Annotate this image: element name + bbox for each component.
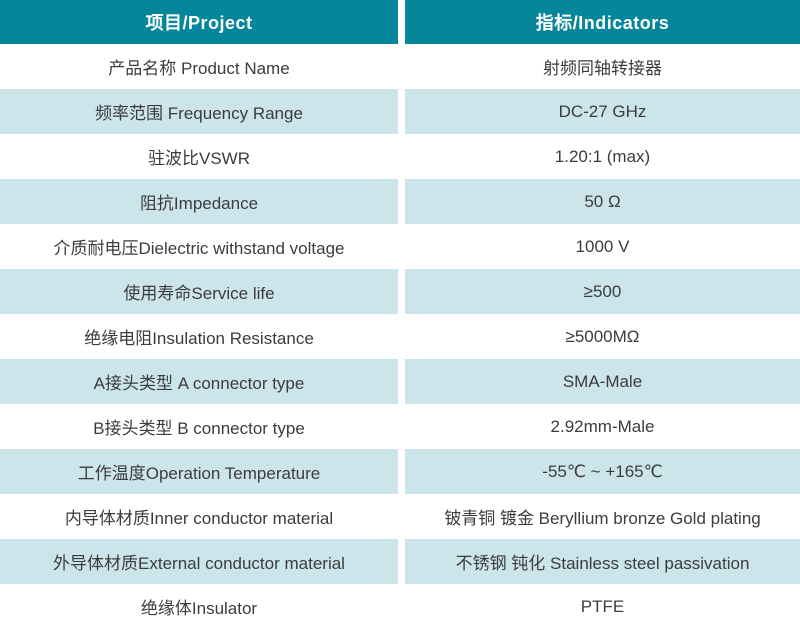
table-row: 外导体材质External conductor material 不锈钢 钝化 … [0,539,800,584]
header-row: 项目/Project 指标/Indicators [0,0,800,44]
project-cell: 内导体材质Inner conductor material [0,494,398,539]
indicator-cell: 射频同轴转接器 [405,44,800,89]
indicator-cell: 铍青铜 镀金 Beryllium bronze Gold plating [405,494,800,539]
project-cell: 频率范围 Frequency Range [0,89,398,134]
project-cell: 绝缘电阻Insulation Resistance [0,314,398,359]
project-cell: A接头类型 A connector type [0,359,398,404]
project-cell: 驻波比VSWR [0,134,398,179]
table-row: 绝缘电阻Insulation Resistance ≥5000MΩ [0,314,800,359]
project-cell: B接头类型 B connector type [0,404,398,449]
indicator-cell: 不锈钢 钝化 Stainless steel passivation [405,539,800,584]
table-row: 驻波比VSWR 1.20:1 (max) [0,134,800,179]
indicator-cell: ≥500 [405,269,800,314]
table-row: 频率范围 Frequency Range DC-27 GHz [0,89,800,134]
header-indicators-cell: 指标/Indicators [405,0,800,44]
table-row: 阻抗Impedance 50 Ω [0,179,800,224]
table-row: 产品名称 Product Name 射频同轴转接器 [0,44,800,89]
indicator-cell: ≥5000MΩ [405,314,800,359]
table-row: 使用寿命Service life ≥500 [0,269,800,314]
header-project-cell: 项目/Project [0,0,398,44]
project-cell: 绝缘体Insulator [0,584,398,629]
table-row: 工作温度Operation Temperature -55℃ ~ +165℃ [0,449,800,494]
indicator-cell: 1000 V [405,224,800,269]
indicator-cell: SMA-Male [405,359,800,404]
indicator-cell: -55℃ ~ +165℃ [405,449,800,494]
table-row: B接头类型 B connector type 2.92mm-Male [0,404,800,449]
project-cell: 介质耐电压Dielectric withstand voltage [0,224,398,269]
table-row: 介质耐电压Dielectric withstand voltage 1000 V [0,224,800,269]
indicator-cell: 50 Ω [405,179,800,224]
indicator-cell: PTFE [405,584,800,629]
project-cell: 外导体材质External conductor material [0,539,398,584]
indicator-cell: 2.92mm-Male [405,404,800,449]
indicator-cell: 1.20:1 (max) [405,134,800,179]
project-cell: 使用寿命Service life [0,269,398,314]
indicator-cell: DC-27 GHz [405,89,800,134]
table-row: 内导体材质Inner conductor material 铍青铜 镀金 Ber… [0,494,800,539]
project-cell: 产品名称 Product Name [0,44,398,89]
table-row: 绝缘体Insulator PTFE [0,584,800,629]
table-row: A接头类型 A connector type SMA-Male [0,359,800,404]
project-cell: 工作温度Operation Temperature [0,449,398,494]
project-cell: 阻抗Impedance [0,179,398,224]
